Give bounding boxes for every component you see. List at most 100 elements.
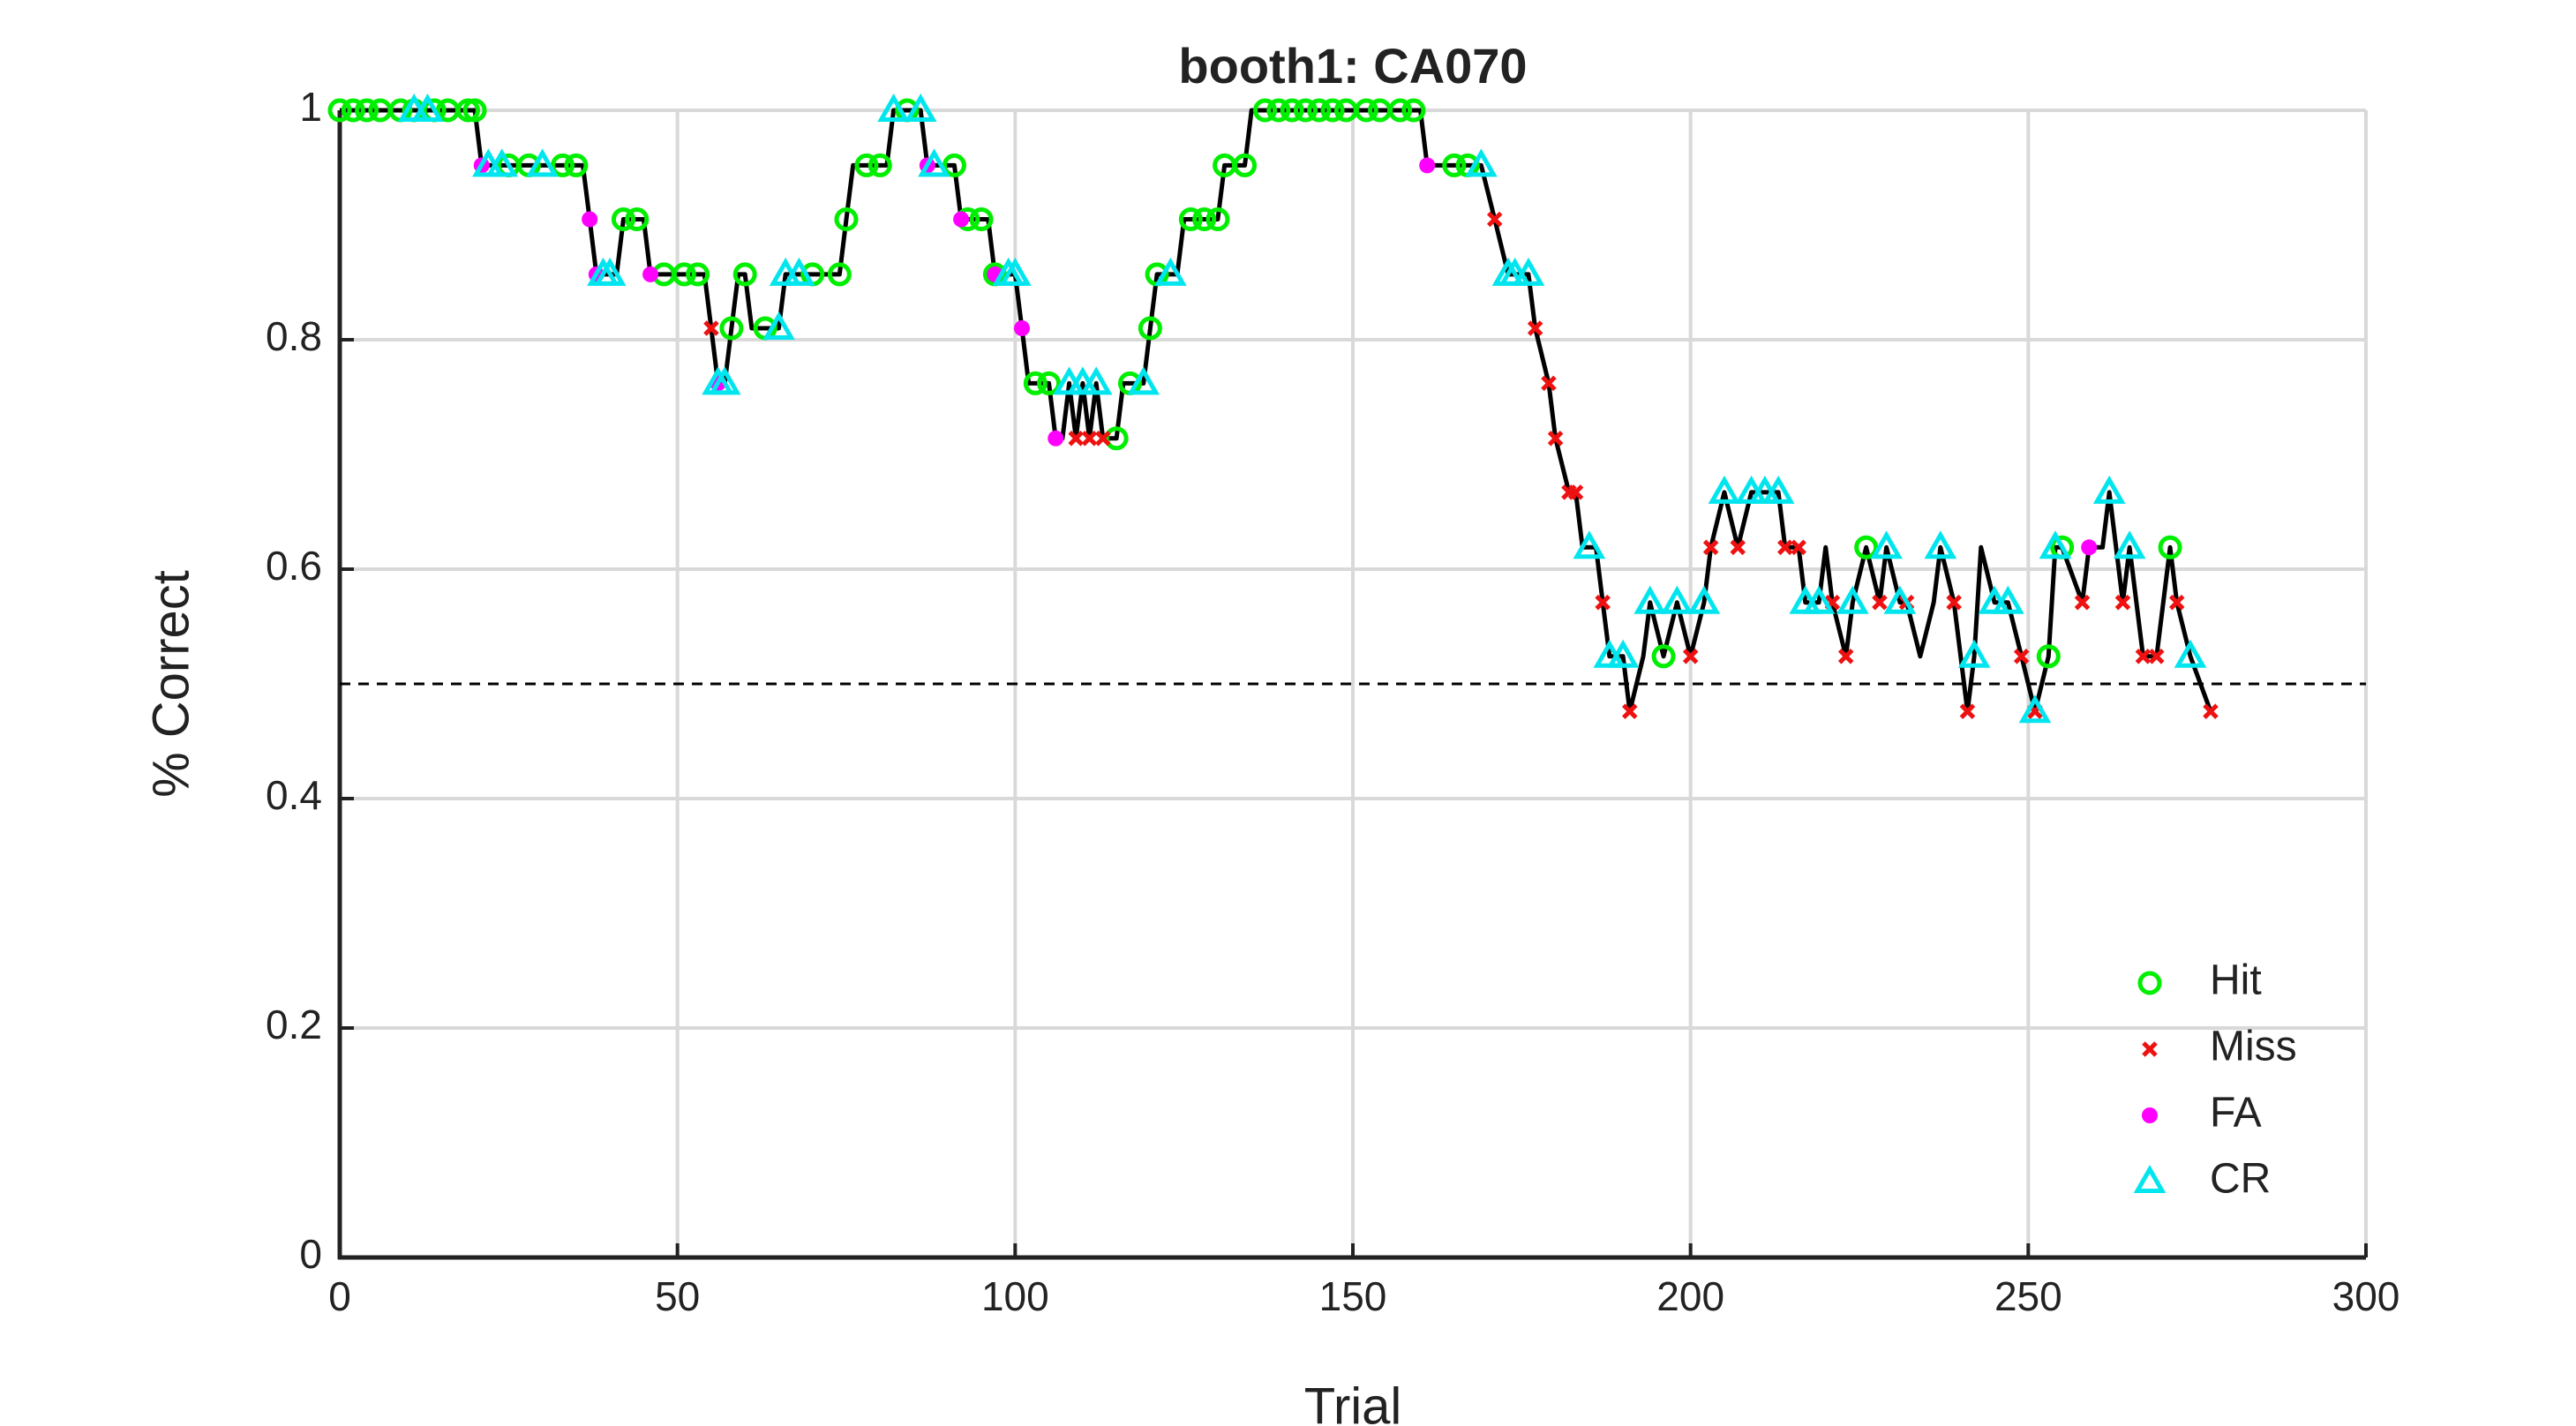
- hit-marker: [969, 207, 994, 231]
- hit-marker: [355, 98, 379, 123]
- hit-marker: [942, 153, 966, 177]
- cr-marker: [762, 311, 795, 340]
- cr-marker: [2018, 694, 2052, 724]
- hit-marker: [1854, 535, 1879, 559]
- x-tick-label: 150: [1319, 1273, 1387, 1319]
- legend-label: Miss: [2210, 1024, 2297, 1070]
- cr-marker: [1512, 257, 1545, 286]
- hit-marker: [1138, 316, 1162, 341]
- hit-marker: [732, 262, 757, 287]
- hit-marker: [1651, 644, 1676, 669]
- hit-marker: [672, 262, 696, 287]
- miss-marker: [1872, 594, 1888, 611]
- cr-marker: [2039, 530, 2072, 559]
- hit-marker: [686, 262, 710, 287]
- x-axis-label: Trial: [1304, 1377, 1402, 1426]
- legend-label: CR: [2210, 1156, 2271, 1203]
- fa-marker: [1013, 320, 1030, 336]
- miss-marker: [1541, 375, 1557, 392]
- cr-marker: [1992, 585, 2024, 614]
- hit-marker: [2036, 644, 2061, 669]
- cr-marker: [1708, 475, 1741, 504]
- hit-marker: [1320, 98, 1345, 123]
- hit-marker: [1233, 153, 1258, 177]
- hit-marker: [854, 153, 879, 177]
- cr-marker: [1802, 585, 1836, 614]
- x-tick-label: 100: [981, 1273, 1049, 1319]
- cr-marker: [593, 257, 627, 286]
- miss-marker: [2148, 649, 2165, 664]
- cr-marker: [526, 148, 559, 177]
- hit-marker: [827, 262, 852, 287]
- hit-marker: [462, 98, 487, 123]
- hit-marker: [1266, 98, 1291, 123]
- miss-marker: [1068, 431, 1084, 447]
- y-axis-label: % Correct: [142, 570, 199, 798]
- hit-marker: [2158, 535, 2182, 559]
- miss-marker: [1595, 594, 1611, 611]
- legend-marker: [2142, 1041, 2158, 1057]
- legend-label: Hit: [2210, 957, 2262, 1004]
- cr-marker: [2174, 639, 2207, 668]
- y-tick-label: 0.2: [266, 1002, 322, 1047]
- miss-marker: [703, 320, 719, 336]
- hit-marker: [1104, 426, 1129, 451]
- legend-marker: [2133, 1164, 2167, 1193]
- miss-marker: [2114, 594, 2131, 611]
- legend-marker: [2142, 1107, 2158, 1123]
- cr-marker: [1687, 585, 1721, 614]
- cr-marker: [1924, 530, 1957, 559]
- x-tick-label: 0: [328, 1273, 351, 1319]
- cr-marker: [1079, 366, 1113, 395]
- x-tick-label: 50: [655, 1273, 700, 1319]
- fa-marker: [1419, 157, 1436, 174]
- cr-marker: [1661, 585, 1694, 614]
- hit-marker: [1388, 98, 1413, 123]
- y-tick-label: 0.4: [266, 772, 322, 818]
- cr-marker: [999, 257, 1032, 286]
- miss-marker: [1486, 211, 1503, 228]
- miss-marker: [1791, 539, 1806, 556]
- miss-marker: [1702, 539, 1719, 556]
- miss-marker: [1777, 539, 1793, 556]
- hit-marker: [1307, 98, 1332, 123]
- fa-marker: [2081, 539, 2098, 556]
- hit-marker: [1192, 207, 1217, 231]
- y-tick-label: 0.8: [266, 313, 322, 359]
- cr-marker: [1127, 366, 1160, 395]
- x-tick-label: 250: [1994, 1273, 2062, 1319]
- hit-marker: [1354, 98, 1378, 123]
- cr-marker: [1573, 530, 1606, 559]
- cr-marker: [2113, 530, 2146, 559]
- performance-line: [340, 108, 2213, 714]
- miss-marker: [2168, 594, 2185, 611]
- hit-marker: [1023, 371, 1048, 395]
- hit-marker: [625, 207, 650, 231]
- hit-marker: [551, 153, 575, 177]
- cr-marker: [708, 366, 741, 395]
- miss-marker: [1946, 594, 1962, 611]
- cr-marker: [1883, 585, 1917, 614]
- fa-marker: [582, 211, 598, 228]
- y-tick-label: 0.6: [266, 543, 322, 589]
- cr-marker: [1761, 475, 1795, 504]
- miss-marker: [2013, 649, 2030, 664]
- chart-title: booth1: CA070: [1178, 38, 1527, 94]
- cr-marker: [877, 93, 910, 122]
- miss-marker: [2135, 649, 2152, 664]
- hit-marker: [834, 207, 859, 231]
- hit-marker: [1442, 153, 1467, 177]
- cr-marker: [1957, 639, 1991, 668]
- miss-marker: [1682, 649, 1699, 664]
- cr-marker: [904, 93, 937, 122]
- hit-marker: [1178, 207, 1203, 231]
- miss-marker: [1959, 703, 1976, 719]
- x-tick-label: 200: [1656, 1273, 1724, 1319]
- y-tick-label: 0: [299, 1231, 322, 1277]
- miss-marker: [1547, 431, 1564, 447]
- cr-marker: [918, 148, 950, 177]
- hit-marker: [341, 98, 365, 123]
- miss-marker: [1567, 484, 1584, 500]
- miss-marker: [1622, 703, 1638, 719]
